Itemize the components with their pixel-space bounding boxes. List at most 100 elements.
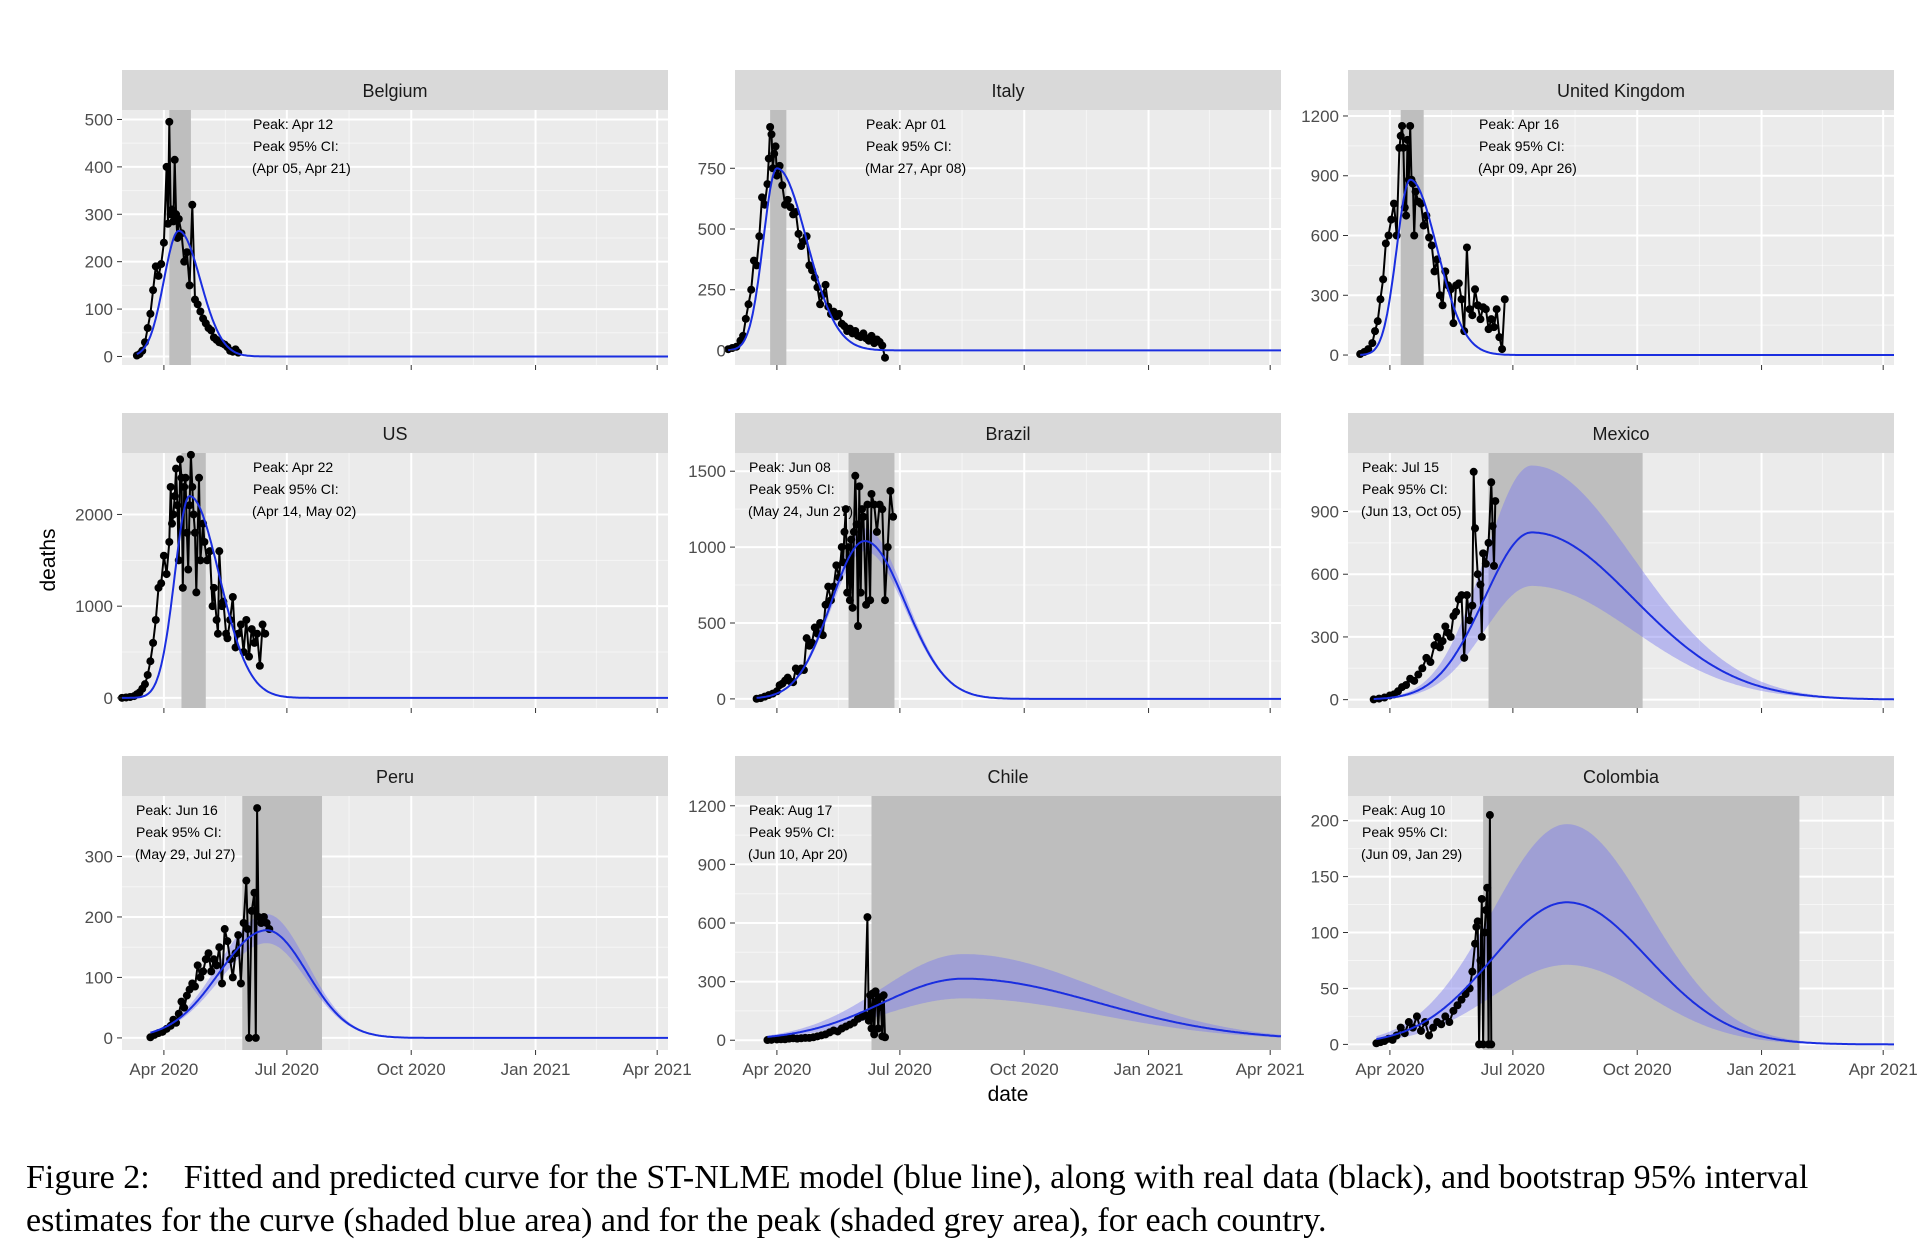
data-point [1376, 295, 1385, 304]
data-point [855, 482, 864, 491]
y-tick-label: 500 [698, 614, 726, 633]
data-point [752, 261, 761, 270]
x-tick-label: Apr 2021 [1236, 1060, 1305, 1079]
data-point [1398, 121, 1407, 130]
data-point [209, 955, 218, 964]
data-point [843, 588, 852, 597]
data-point [196, 556, 205, 565]
data-point [204, 949, 213, 958]
y-tick-label: 500 [85, 110, 113, 129]
data-point [847, 535, 856, 544]
data-point [190, 528, 199, 537]
data-point [1471, 524, 1480, 533]
data-point [215, 547, 224, 556]
data-point [853, 622, 862, 631]
fitted-curve-line [728, 167, 1281, 352]
data-point [203, 556, 212, 565]
data-point [201, 955, 210, 964]
fitted-curve-line [136, 229, 668, 358]
data-point [1452, 607, 1461, 616]
facet-title: Colombia [1583, 767, 1660, 787]
data-point [1473, 570, 1482, 579]
y-tick-label: 600 [1311, 565, 1339, 584]
data-point [816, 300, 825, 309]
data-point [878, 341, 887, 350]
data-point [196, 307, 205, 316]
data-point [841, 505, 850, 514]
data-point [253, 804, 262, 813]
data-point [1427, 241, 1436, 250]
data-point [871, 987, 880, 996]
data-point [863, 913, 872, 922]
peak-date-annotation: Peak: Apr 01 [866, 116, 946, 132]
data-point [1396, 131, 1405, 140]
y-tick-label: 1200 [688, 797, 726, 816]
data-point [223, 937, 232, 946]
data-point [802, 634, 811, 643]
data-point [821, 600, 830, 609]
data-point [195, 473, 204, 482]
data-point [881, 353, 890, 362]
data-point [162, 570, 171, 579]
data-point [1406, 121, 1415, 130]
fitted-curve-line [1373, 531, 1895, 701]
data-point [741, 314, 750, 323]
data-point [228, 593, 237, 602]
data-point [185, 281, 194, 290]
data-point [228, 973, 237, 982]
data-point [236, 979, 245, 988]
data-point [1379, 275, 1388, 284]
data-point [866, 596, 875, 605]
peak-ci-annotation-label: Peak 95% CI: [136, 824, 222, 840]
data-point [209, 583, 218, 592]
data-point [259, 912, 268, 921]
data-point [180, 1003, 189, 1012]
data-point [1500, 295, 1509, 304]
data-point [1461, 990, 1470, 999]
y-tick-label: 250 [698, 281, 726, 300]
data-point [1469, 467, 1478, 476]
data-point [245, 1033, 254, 1042]
data-point [143, 670, 152, 679]
data-point [1402, 681, 1411, 690]
data-point [1429, 1023, 1438, 1032]
data-point [1435, 291, 1444, 300]
data-point [1438, 301, 1447, 310]
data-point [1465, 305, 1474, 314]
data-point [213, 629, 222, 638]
y-tick-label: 300 [698, 973, 726, 992]
y-tick-label: 600 [1311, 227, 1339, 246]
curve-ci-band [756, 528, 1281, 699]
y-tick-label: 300 [1311, 628, 1339, 647]
y-tick-label: 1500 [688, 462, 726, 481]
data-point [1477, 894, 1486, 903]
data-point [767, 130, 776, 139]
data-point [247, 906, 256, 915]
y-tick-label: 0 [104, 689, 113, 708]
data-point [883, 543, 892, 552]
data-point [180, 257, 189, 266]
data-point [193, 961, 202, 970]
data-point [1411, 187, 1420, 196]
data-point [193, 300, 202, 309]
y-tick-label: 0 [104, 1029, 113, 1048]
data-point [170, 492, 179, 501]
data-point [771, 142, 780, 151]
y-tick-label: 2000 [75, 505, 113, 524]
data-point [165, 537, 174, 546]
facet-title: Brazil [985, 424, 1030, 444]
data-point [1387, 215, 1396, 224]
data-point [234, 629, 243, 638]
data-point [1476, 956, 1485, 965]
curve-ci-band [1376, 824, 1894, 1045]
data-point [1481, 906, 1490, 915]
data-point [1419, 221, 1428, 230]
y-tick-label: 0 [1330, 691, 1339, 710]
data-point [253, 629, 262, 638]
data-point [878, 505, 887, 514]
data-point [207, 326, 216, 335]
y-tick-label: 1000 [75, 597, 113, 616]
data-point [1416, 1026, 1425, 1035]
data-point [852, 520, 861, 529]
